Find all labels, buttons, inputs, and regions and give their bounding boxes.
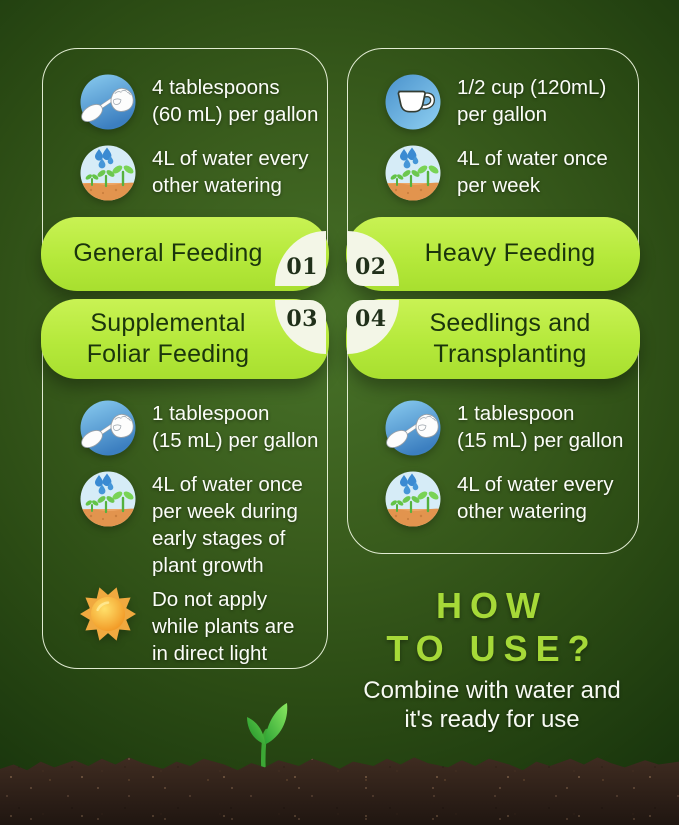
text-line: while plants are (152, 615, 295, 638)
how-to-use-heading: HOW TO USE? (347, 584, 637, 670)
card-heavy-feeding: 1/2 cup (120mL) per gallon 4L of water o… (346, 48, 640, 291)
watering-text: 4L of water once per week (457, 145, 608, 199)
number-badge-02: 02 (347, 231, 399, 286)
card-seedlings-transplanting: Seedlings and Transplanting 1 tablespoon… (346, 299, 640, 554)
dosage-item: 1 tablespoon (15 mL) per gallon (384, 399, 630, 457)
card-title: Heavy Feeding (424, 239, 596, 268)
card-general-feeding: 4 tablespoons (60 mL) per gallon 4L of w… (41, 48, 329, 291)
heading-line: HOW (436, 585, 548, 626)
text-line: (15 mL) per gallon (152, 429, 319, 452)
card-items: 1/2 cup (120mL) per gallon 4L of water o… (384, 73, 630, 215)
card-items: 4 tablespoons (60 mL) per gallon 4L of w… (79, 73, 319, 215)
card-items: 1 tablespoon (15 mL) per gallon 4L of wa… (384, 399, 630, 541)
watering-item: 4L of water once per week during early s… (79, 470, 319, 579)
text-line: early stages of (152, 527, 286, 550)
dosage-text: 1/2 cup (120mL) per gallon (457, 74, 606, 128)
card-title: Supplemental (90, 309, 246, 338)
step-number: 02 (355, 254, 387, 280)
watering-icon (79, 144, 137, 202)
heading-line: TO USE? (386, 628, 598, 669)
watering-text: 4L of water every other watering (457, 471, 613, 525)
text-line: (15 mL) per gallon (457, 429, 624, 452)
card-supplemental-foliar-feeding: Supplemental Foliar Feeding 1 tablespoon… (41, 299, 329, 669)
step-number: 03 (286, 306, 318, 332)
number-badge-03: 03 (275, 300, 326, 354)
text-line: 4L of water every (152, 147, 309, 170)
card-title-pill: General Feeding (41, 216, 329, 291)
spoon-icon (79, 399, 137, 457)
text-line: per gallon (457, 103, 548, 126)
text-line: 4L of water every (457, 473, 614, 496)
card-title: General Feeding (73, 239, 263, 268)
spoon-icon (79, 73, 137, 131)
text-line: Do not apply (152, 588, 268, 611)
watering-item: 4L of water once per week (384, 144, 630, 202)
text-line: other watering (457, 500, 587, 523)
watering-icon (384, 144, 442, 202)
soil-image (0, 757, 679, 825)
dosage-text: 1 tablespoon (15 mL) per gallon (152, 400, 318, 454)
spoon-icon (384, 399, 442, 457)
how-to-use-subtitle: Combine with water and it's ready for us… (337, 676, 647, 734)
text-line: per week during (152, 500, 298, 523)
text-line: 1/2 cup (120mL) (457, 76, 607, 99)
dosage-item: 4 tablespoons (60 mL) per gallon (79, 73, 319, 131)
number-badge-04: 04 (347, 300, 399, 354)
text-line: 4 tablespoons (152, 76, 280, 99)
sunlight-warning-text: Do not apply while plants are in direct … (152, 586, 294, 667)
cup-icon (384, 73, 442, 131)
watering-icon (384, 470, 442, 528)
dosage-item: 1 tablespoon (15 mL) per gallon (79, 399, 319, 457)
text-line: 1 tablespoon (152, 402, 270, 425)
subtitle-line: Combine with water and (363, 677, 621, 704)
dosage-text: 1 tablespoon (15 mL) per gallon (457, 400, 623, 454)
watering-item: 4L of water every other watering (384, 470, 630, 528)
watering-text: 4L of water every other watering (152, 145, 308, 199)
card-title: Foliar Feeding (86, 340, 250, 369)
text-line: (60 mL) per gallon (152, 103, 319, 126)
card-title: Seedlings and (429, 309, 591, 338)
sunlight-warning-item: Do not apply while plants are in direct … (79, 585, 319, 667)
watering-item: 4L of water every other watering (79, 144, 319, 202)
text-line: per week (457, 174, 541, 197)
text-line: plant growth (152, 554, 264, 577)
text-line: in direct light (152, 642, 268, 665)
step-number: 04 (355, 306, 387, 332)
card-title: Transplanting (433, 340, 587, 369)
sun-icon (79, 585, 137, 643)
text-line: other watering (152, 174, 282, 197)
text-line: 1 tablespoon (457, 402, 575, 425)
card-items: 1 tablespoon (15 mL) per gallon 4L of wa… (79, 399, 319, 680)
text-line: 4L of water once (152, 473, 303, 496)
step-number: 01 (286, 254, 318, 280)
card-title-pill: Supplemental Foliar Feeding (41, 299, 329, 380)
subtitle-line: it's ready for use (404, 706, 580, 733)
watering-icon (79, 470, 137, 528)
watering-text: 4L of water once per week during early s… (152, 471, 303, 579)
dosage-item: 1/2 cup (120mL) per gallon (384, 73, 630, 131)
dosage-text: 4 tablespoons (60 mL) per gallon (152, 74, 318, 128)
text-line: 4L of water once (457, 147, 608, 170)
